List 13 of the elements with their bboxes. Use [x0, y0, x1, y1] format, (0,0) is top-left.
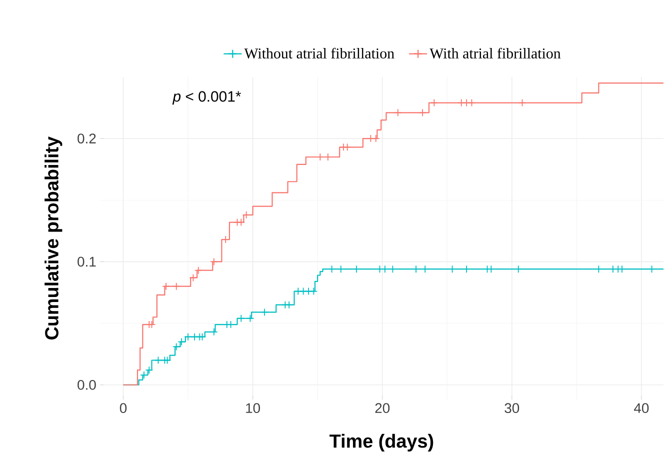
x-tick-label: 40: [634, 403, 649, 414]
annotation: p < 0.001*: [172, 91, 241, 105]
y-tick-label: 0.2: [78, 134, 96, 144]
x-axis-title: Time (days): [330, 434, 434, 452]
y-axis-title: Cumulative probability: [44, 136, 62, 340]
x-tick-label: 10: [246, 403, 260, 414]
legend-label: Without atrial fibrillation: [244, 48, 394, 59]
x-tick-label: 0: [120, 403, 127, 414]
x-tick-label: 20: [375, 403, 390, 414]
x-tick-label: 30: [504, 403, 520, 414]
legend-label: With atrial fibrillation: [430, 48, 561, 59]
y-tick-label: 0.0: [78, 380, 96, 390]
y-tick-label: 0.1: [78, 256, 96, 267]
